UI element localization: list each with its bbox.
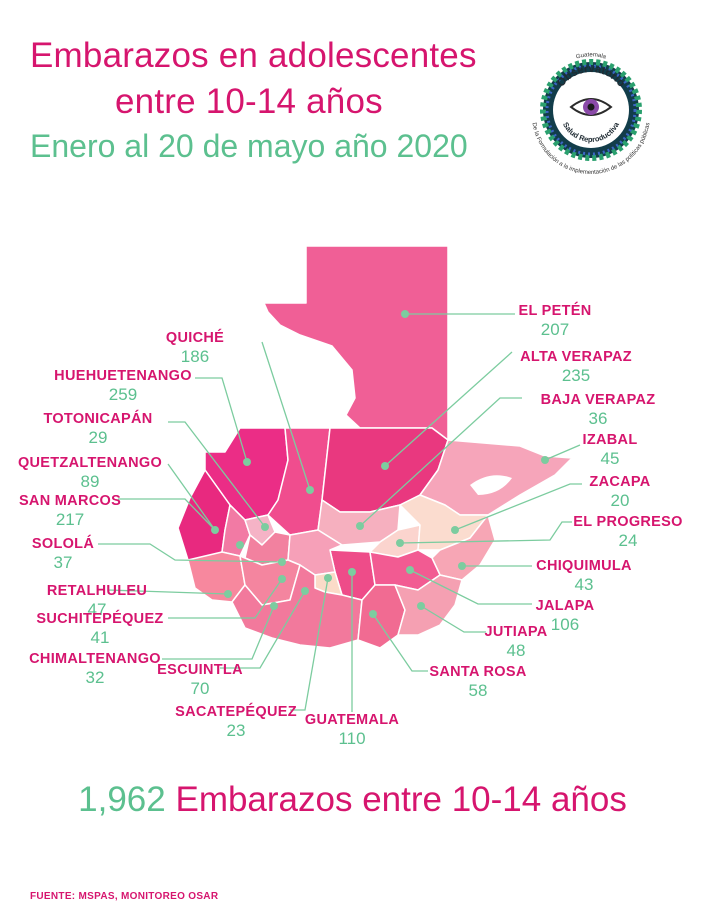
label-guatemala: GUATEMALA 110	[304, 712, 400, 748]
dot-baja-verapaz	[356, 522, 364, 530]
label-alta-verapaz: ALTA VERAPAZ 235	[520, 349, 632, 385]
region-jutiapa	[394, 574, 463, 636]
label-el-peten: EL PETÉN 207	[518, 303, 592, 339]
label-sacatepequez: SACATEPÉQUEZ 23	[175, 704, 297, 740]
label-baja-verapaz: BAJA VERAPAZ 36	[540, 392, 656, 428]
eye-icon	[569, 98, 613, 116]
label-solola: SOLOLÁ 37	[31, 536, 95, 572]
label-retalhuleu: RETALHULEU 47	[46, 583, 148, 619]
dot-chiquimula	[458, 562, 466, 570]
region-retalhuleu	[187, 551, 246, 603]
label-san-marcos: SAN MARCOS 217	[18, 493, 122, 529]
subtitle: Enero al 20 de mayo año 2020	[30, 128, 468, 164]
dot-totonicapan	[261, 523, 269, 531]
label-chimaltenango: CHIMALTENANGO 32	[29, 651, 161, 687]
dot-chimaltenango	[270, 602, 278, 610]
label-izabal: IZABAL 45	[582, 432, 638, 468]
dot-suchitepequez	[278, 575, 286, 583]
logo-top-text: Guatemala	[575, 52, 607, 60]
region-el-peten	[263, 245, 449, 441]
label-huehuetenango: HUEHUETENANGO 259	[54, 368, 192, 404]
label-santa-rosa: SANTA ROSA 58	[429, 664, 527, 700]
dot-retalhuleu	[224, 590, 232, 598]
label-zacapa: ZACAPA 20	[589, 474, 651, 510]
svg-text:Guatemala: Guatemala	[575, 52, 607, 60]
label-quetzaltenango: QUETZALTENANGO 89	[17, 455, 163, 491]
total-text: Embarazos entre 10-14 años	[175, 780, 627, 819]
dot-santa-rosa	[369, 610, 377, 618]
dot-zacapa	[451, 526, 459, 534]
dot-san-marcos	[211, 526, 219, 534]
dot-quetzaltenango	[236, 541, 244, 549]
label-jutiapa: JUTIAPA 48	[484, 624, 548, 660]
label-el-progreso: EL PROGRESO 24	[573, 514, 683, 550]
label-quiche: QUICHÉ 186	[165, 330, 225, 366]
dot-el-progreso	[396, 539, 404, 547]
dot-el-peten	[401, 310, 409, 318]
title-line-2: entre 10-14 años	[115, 82, 383, 121]
dot-jalapa	[406, 566, 414, 574]
leader-dots	[211, 310, 549, 618]
label-jalapa: JALAPA 106	[535, 598, 595, 634]
dot-guatemala	[348, 568, 356, 576]
dot-huehuetenango	[243, 458, 251, 466]
dot-sacatepequez	[324, 574, 332, 582]
label-totonicapan: TOTONICAPÁN 29	[43, 411, 153, 447]
dot-escuintla	[301, 587, 309, 595]
title-line-1: Embarazos en adolescentes	[30, 36, 477, 75]
dot-solola	[278, 558, 286, 566]
label-escuintla: ESCUINTLA 70	[157, 662, 243, 698]
source-note: FUENTE: MSPAS, MONITOREO OSAR	[30, 891, 219, 902]
total-line: 1,962 Embarazos entre 10-14 años	[0, 780, 705, 820]
leader-lines	[98, 313, 582, 712]
label-chiquimula: CHIQUIMULA 43	[536, 558, 632, 594]
dot-alta-verapaz	[381, 462, 389, 470]
dot-jutiapa	[417, 602, 425, 610]
dot-quiche	[306, 486, 314, 494]
lake-izabal	[470, 475, 512, 495]
observatorio-logo: Observatorio Salud Reproductiva Guatemal…	[531, 52, 652, 176]
total-number: 1,962	[78, 780, 166, 819]
label-suchitepequez: SUCHITEPÉQUEZ 41	[36, 611, 164, 647]
dot-izabal	[541, 456, 549, 464]
